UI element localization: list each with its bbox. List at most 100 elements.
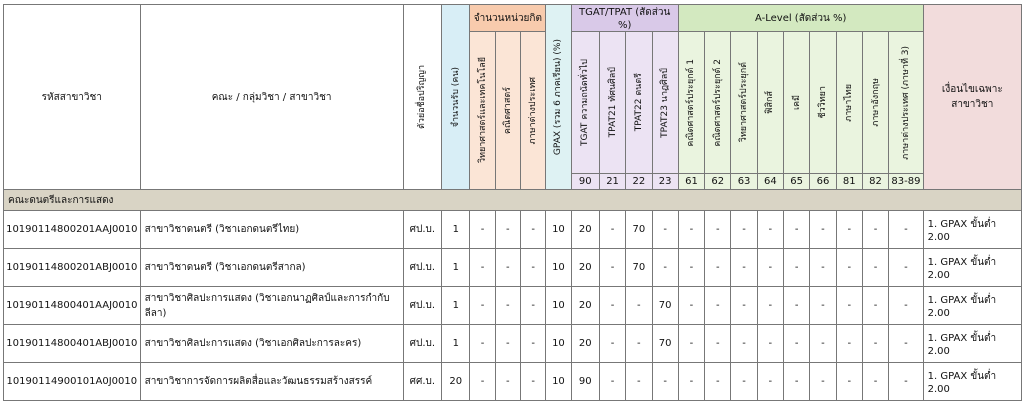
row-condition: 1. GPAX ขั้นต่ำ 2.00: [922, 362, 1023, 401]
header-tgat-2: TPAT22 ดนตรี: [625, 31, 653, 174]
header-alevel-4: เคมี: [782, 31, 811, 174]
table-row: 10190114800401AAJ0010 สาขาวิชาศิลปะการแสด…: [3, 286, 1023, 325]
header-gpax: GPAX (รวม 6 ภาคเรียน) (%): [545, 4, 572, 190]
row-alevel: -: [730, 210, 758, 249]
row-condition: 1. GPAX ขั้นต่ำ 2.00: [922, 248, 1023, 287]
header-alevel-code: 81: [835, 173, 863, 190]
row-credit: -: [494, 210, 521, 249]
row-alevel: -: [809, 362, 837, 401]
row-quota: 1: [441, 210, 471, 249]
header-alevel-code: 66: [809, 173, 837, 190]
row-alevel: -: [704, 324, 732, 363]
header-faculty: คณะ / กลุ่มวิชา / สาขาวิชา: [139, 4, 404, 190]
header-alevel-3: ฟิสิกส์: [756, 31, 785, 174]
row-credit: -: [469, 248, 496, 287]
header-credit-0: วิทยาศาสตร์และเทคโนโลยี: [469, 31, 496, 190]
header-alevel-label: ภาษาอังกฤษ: [870, 78, 881, 127]
row-alevel: -: [888, 210, 924, 249]
header-tgat-group: TGAT/TPAT (สัดส่วน %): [570, 4, 679, 32]
row-tgat: -: [598, 324, 627, 363]
row-alevel: -: [861, 324, 890, 363]
row-quota: 1: [441, 324, 471, 363]
header-tgat-code: 23: [651, 173, 679, 190]
row-quota: 1: [441, 286, 471, 325]
header-alevel-label: ชีววิทยา: [817, 86, 828, 119]
row-alevel: -: [730, 324, 758, 363]
header-tgat-code: 90: [570, 173, 600, 190]
row-credit: -: [469, 324, 496, 363]
row-alevel: -: [756, 286, 785, 325]
row-alevel: -: [835, 210, 863, 249]
header-tgat-code: 22: [625, 173, 653, 190]
header-tgat-code: 21: [598, 173, 627, 190]
row-credit: -: [494, 286, 521, 325]
row-tgat: -: [651, 210, 679, 249]
row-tgat: 90: [570, 362, 600, 401]
row-alevel: -: [861, 248, 890, 287]
row-alevel: -: [809, 324, 837, 363]
header-alevel-1: คณิตศาสตร์ประยุกต์ 2: [704, 31, 732, 174]
row-code: 10190114800201ABJ0010: [3, 248, 141, 287]
row-alevel: -: [677, 248, 706, 287]
header-alevel-label: ภาษาไทย: [844, 83, 855, 122]
row-credit: -: [519, 210, 547, 249]
row-alevel: -: [835, 362, 863, 401]
row-tgat: 70: [625, 210, 653, 249]
row-program-name: สาขาวิชาศิลปะการแสดง (วิชาเอกนาฏศิลป์และ…: [139, 286, 404, 325]
header-alevel-code: 64: [756, 173, 785, 190]
header-alevel-code: 61: [677, 173, 706, 190]
header-alevel-label: ฟิสิกส์: [765, 91, 776, 114]
row-tgat: 20: [570, 210, 600, 249]
row-program-name: สาขาวิชาดนตรี (วิชาเอกดนตรีสากล): [139, 248, 404, 287]
row-alevel: -: [756, 362, 785, 401]
header-alevel-6: ภาษาไทย: [835, 31, 863, 174]
row-condition: 1. GPAX ขั้นต่ำ 2.00: [922, 286, 1023, 325]
row-alevel: -: [730, 286, 758, 325]
header-code: รหัสสาขาวิชา: [3, 4, 141, 190]
row-gpax: 10: [545, 362, 572, 401]
row-tgat: -: [651, 362, 679, 401]
row-tgat: -: [598, 362, 627, 401]
header-alevel-label: คณิตศาสตร์ประยุกต์ 2: [712, 58, 723, 147]
row-credit: -: [494, 324, 521, 363]
header-condition: เงื่อนไขเฉพาะ สาขาวิชา: [922, 4, 1023, 190]
row-credit: -: [469, 286, 496, 325]
header-alevel-label: เคมี: [791, 94, 802, 111]
header-degree: ตัวย่อชื่อปริญญา: [402, 4, 443, 190]
row-tgat: 70: [651, 324, 679, 363]
row-credit: -: [519, 324, 547, 363]
row-tgat: 70: [651, 286, 679, 325]
row-alevel: -: [861, 210, 890, 249]
row-alevel: -: [782, 324, 811, 363]
row-degree: ศป.บ.: [402, 248, 443, 287]
header-alevel-8: ภาษาต่างประเทศ (ภาษาที่ 3): [888, 31, 924, 174]
header-alevel-group: A-Level (สัดส่วน %): [677, 4, 924, 32]
row-alevel: -: [782, 362, 811, 401]
header-alevel-code: 83-89: [888, 173, 924, 190]
header-alevel-label: วิทยาศาสตร์ประยุกต์: [739, 62, 750, 143]
row-code: 10190114800401AAJ0010: [3, 286, 141, 325]
row-gpax: 10: [545, 210, 572, 249]
row-gpax: 10: [545, 324, 572, 363]
row-alevel: -: [809, 210, 837, 249]
header-credit-label: ภาษาต่างประเทศ: [528, 76, 539, 145]
row-alevel: -: [677, 324, 706, 363]
header-alevel-2: วิทยาศาสตร์ประยุกต์: [730, 31, 758, 174]
row-degree: ศศ.บ.: [402, 362, 443, 401]
row-credit: -: [494, 362, 521, 401]
row-program-name: สาขาวิชาดนตรี (วิชาเอกดนตรีไทย): [139, 210, 404, 249]
header-tgat-label: TPAT21 ทัศนศิลป์: [607, 67, 618, 138]
table-row: 10190114800201ABJ0010 สาขาวิชาดนตรี (วิชา…: [3, 248, 1023, 287]
row-code: 10190114900101A0J0010: [3, 362, 141, 401]
header-credit-label: วิทยาศาสตร์และเทคโนโลยี: [477, 57, 488, 164]
row-tgat: -: [598, 248, 627, 287]
row-alevel: -: [782, 286, 811, 325]
row-alevel: -: [782, 248, 811, 287]
row-alevel: -: [677, 286, 706, 325]
row-tgat: 70: [625, 248, 653, 287]
row-quota: 20: [441, 362, 471, 401]
row-tgat: -: [598, 286, 627, 325]
row-alevel: -: [809, 248, 837, 287]
row-alevel: -: [704, 362, 732, 401]
header-credits-group: จำนวนหน่วยกิต: [469, 4, 547, 32]
